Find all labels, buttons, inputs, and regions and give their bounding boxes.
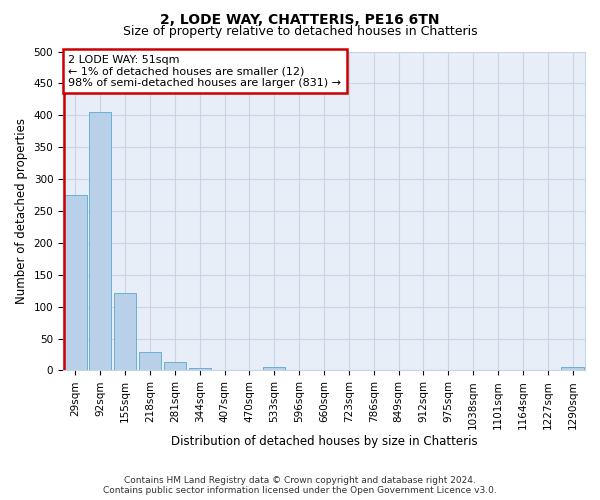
Y-axis label: Number of detached properties: Number of detached properties (15, 118, 28, 304)
Bar (64, 195, 86, 370)
Bar (114, 294, 136, 370)
Text: Contains HM Land Registry data © Crown copyright and database right 2024.
Contai: Contains HM Land Registry data © Crown c… (103, 476, 497, 495)
Bar (263, 366, 286, 370)
Bar (562, 368, 584, 370)
Text: 2 LODE WAY: 51sqm
← 1% of detached houses are smaller (12)
98% of semi-detached : 2 LODE WAY: 51sqm ← 1% of detached house… (68, 54, 341, 88)
X-axis label: Distribution of detached houses by size in Chatteris: Distribution of detached houses by size … (171, 434, 478, 448)
Bar (139, 352, 161, 370)
Bar (89, 112, 112, 370)
Text: Size of property relative to detached houses in Chatteris: Size of property relative to detached ho… (122, 25, 478, 38)
Bar (164, 362, 186, 370)
Bar (188, 368, 211, 370)
Text: 2, LODE WAY, CHATTERIS, PE16 6TN: 2, LODE WAY, CHATTERIS, PE16 6TN (160, 12, 440, 26)
